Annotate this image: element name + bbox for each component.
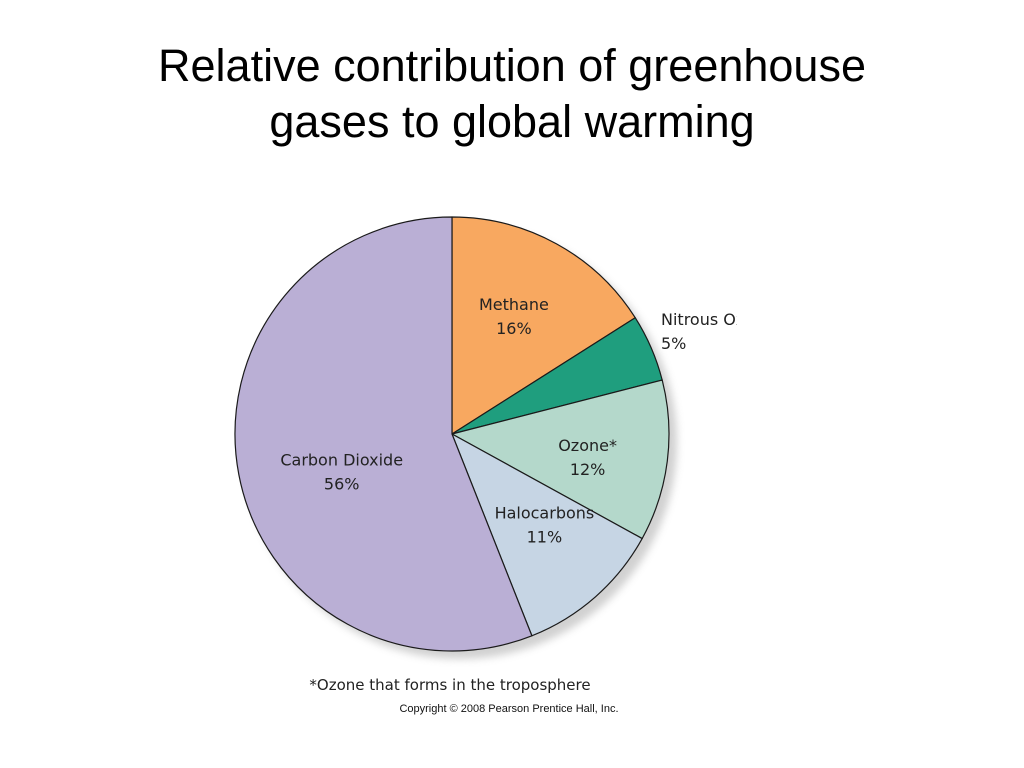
slice-label-carbon-dioxide: Carbon Dioxide (280, 451, 403, 470)
copyright-notice: Copyright © 2008 Pearson Prentice Hall, … (399, 703, 619, 715)
slice-value-ozone: 12% (570, 460, 606, 479)
pie-slice-halocarbons (451, 433, 643, 637)
slice-value-methane: 16% (496, 319, 532, 338)
footnote: *Ozone that forms in the troposphere (309, 676, 591, 694)
slide-title: Relative contribution of greenhouse gase… (0, 38, 1024, 150)
slice-label-ozone: Ozone* (558, 436, 617, 455)
slice-label-methane: Methane (479, 295, 549, 314)
slice-label-halocarbons: Halocarbons (495, 504, 595, 523)
pie-slice-carbon-dioxide (234, 216, 533, 652)
slice-value-nitrous-oxide: 5% (661, 334, 686, 353)
title-line-1: Relative contribution of greenhouse (158, 40, 866, 91)
slice-label-nitrous-oxide: Nitrous Oxide (661, 310, 737, 329)
slice-value-halocarbons: 11% (527, 528, 563, 547)
pie-slice-methane (451, 216, 636, 435)
figure-panel: Methane 16% Nitrous Oxide 5% Ozone* 12% Haloca… (232, 210, 737, 722)
pie-chart: Methane 16% Nitrous Oxide 5% Ozone* 12% Haloca… (234, 216, 737, 659)
pie-slice-ozone (451, 379, 670, 540)
slice-value-carbon-dioxide: 56% (324, 475, 360, 494)
title-line-2: gases to global warming (269, 96, 755, 147)
